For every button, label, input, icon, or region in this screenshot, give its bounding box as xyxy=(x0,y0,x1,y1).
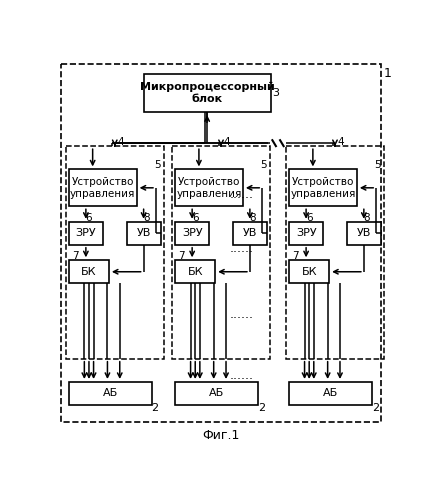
Text: УВ: УВ xyxy=(137,228,151,238)
Text: 6: 6 xyxy=(192,213,199,223)
Bar xyxy=(175,170,243,206)
Text: 8: 8 xyxy=(143,213,150,223)
Bar xyxy=(289,170,357,206)
Text: 4: 4 xyxy=(338,138,344,147)
Bar xyxy=(175,382,258,405)
Bar xyxy=(347,222,381,245)
Text: 8: 8 xyxy=(250,213,256,223)
Text: Фиг.1: Фиг.1 xyxy=(203,430,240,442)
Text: ......: ...... xyxy=(230,242,254,255)
Text: 4: 4 xyxy=(118,138,124,147)
Text: АБ: АБ xyxy=(103,388,118,398)
Text: 7: 7 xyxy=(178,252,185,262)
Bar xyxy=(69,170,137,206)
Text: БК: БК xyxy=(187,267,203,277)
Text: 3: 3 xyxy=(272,88,279,98)
Text: Устройство
управления: Устройство управления xyxy=(70,177,136,199)
Text: 5: 5 xyxy=(154,160,161,170)
Bar xyxy=(175,222,209,245)
Text: ЗРУ: ЗРУ xyxy=(76,228,96,238)
Text: 2: 2 xyxy=(372,403,379,413)
Text: БК: БК xyxy=(81,267,97,277)
Text: 8: 8 xyxy=(364,213,370,223)
Text: 2: 2 xyxy=(152,403,159,413)
Text: 1: 1 xyxy=(384,67,392,80)
Text: ......: ...... xyxy=(230,188,254,201)
Bar xyxy=(69,382,152,405)
Text: 4: 4 xyxy=(224,138,231,147)
Text: 6: 6 xyxy=(86,213,92,223)
Text: Устройство
управления: Устройство управления xyxy=(290,177,356,199)
Text: АБ: АБ xyxy=(323,388,338,398)
Bar xyxy=(69,222,103,245)
Bar xyxy=(289,222,323,245)
Text: УВ: УВ xyxy=(243,228,257,238)
Text: ......: ...... xyxy=(230,308,254,320)
Bar xyxy=(66,146,164,359)
Text: БК: БК xyxy=(302,267,317,277)
Text: Микропроцессорный
блок: Микропроцессорный блок xyxy=(140,82,274,104)
Bar xyxy=(289,382,372,405)
Text: 5: 5 xyxy=(375,160,381,170)
Text: Устройство
управления: Устройство управления xyxy=(176,177,242,199)
Text: АБ: АБ xyxy=(209,388,224,398)
Bar xyxy=(289,260,329,283)
Bar xyxy=(233,222,267,245)
Bar xyxy=(172,146,270,359)
Bar xyxy=(286,146,384,359)
Text: 6: 6 xyxy=(306,213,312,223)
Bar xyxy=(69,260,109,283)
Text: 7: 7 xyxy=(72,252,79,262)
Bar xyxy=(175,260,215,283)
Text: ЗРУ: ЗРУ xyxy=(182,228,203,238)
Text: ЗРУ: ЗРУ xyxy=(296,228,316,238)
Text: 2: 2 xyxy=(258,403,265,413)
Bar xyxy=(127,222,161,245)
Text: УВ: УВ xyxy=(357,228,371,238)
Text: 5: 5 xyxy=(260,160,267,170)
Text: 7: 7 xyxy=(292,252,299,262)
Text: ......: ...... xyxy=(230,369,254,382)
Bar xyxy=(143,74,271,112)
